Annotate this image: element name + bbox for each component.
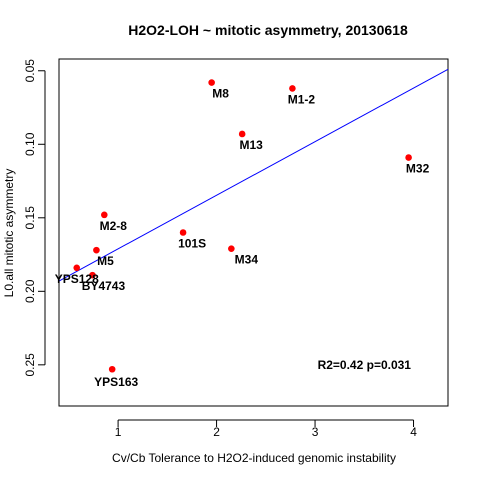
x-tick-label: 3 [312,425,319,439]
x-axis: 1 2 3 4 [115,419,417,439]
data-point-m32 [405,154,412,161]
point-label-m2-8: M2-8 [100,219,128,233]
data-point-m1-2 [289,85,296,92]
y-axis-label: L0.all mitotic asymmetry [2,169,16,298]
point-label-yps128: YPS128 [55,272,99,286]
point-label-m1-2: M1-2 [288,92,316,106]
x-tick-label: 1 [115,425,122,439]
point-label-101s: 101S [178,237,206,251]
data-point-m34 [228,245,235,252]
y-tick-label: 0.15 [23,206,37,230]
y-axis: 0.05 0.10 0.15 0.20 0.25 [23,59,46,377]
data-point-m5 [93,246,100,254]
x-tick-label: 4 [410,425,417,439]
data-point-yps128 [73,264,81,272]
x-tick-label: 2 [213,425,220,439]
point-label-yps163: YPS163 [94,375,138,389]
point-label-m5: M5 [97,254,114,268]
plot-frame [58,58,449,407]
stats-annotation: R2=0.42 p=0.031 [318,358,412,372]
x-axis-label: Cv/Cb Tolerance to H2O2-induced genomic … [112,451,396,465]
y-tick-label: 0.25 [23,353,37,377]
y-tick-label: 0.20 [23,279,37,303]
data-point-m8 [208,79,215,86]
y-tick-label: 0.10 [23,132,37,156]
point-label-m8: M8 [212,87,229,101]
point-label-m32: M32 [406,162,430,176]
data-point-101s [179,229,187,236]
y-tick-label: 0.05 [23,59,37,83]
data-point-m13 [238,130,246,138]
data-point-by4743 [89,271,96,279]
data-point-m2-8 [101,211,108,219]
regression-line [58,68,449,282]
point-label-by4743: BY4743 [82,279,126,293]
point-label-m34: M34 [235,253,259,267]
chart-title: H2O2-LOH ~ mitotic asymmetry, 20130618 [128,22,408,38]
data-points [73,79,412,373]
point-label-m13: M13 [240,138,264,152]
data-point-yps163 [108,365,116,373]
